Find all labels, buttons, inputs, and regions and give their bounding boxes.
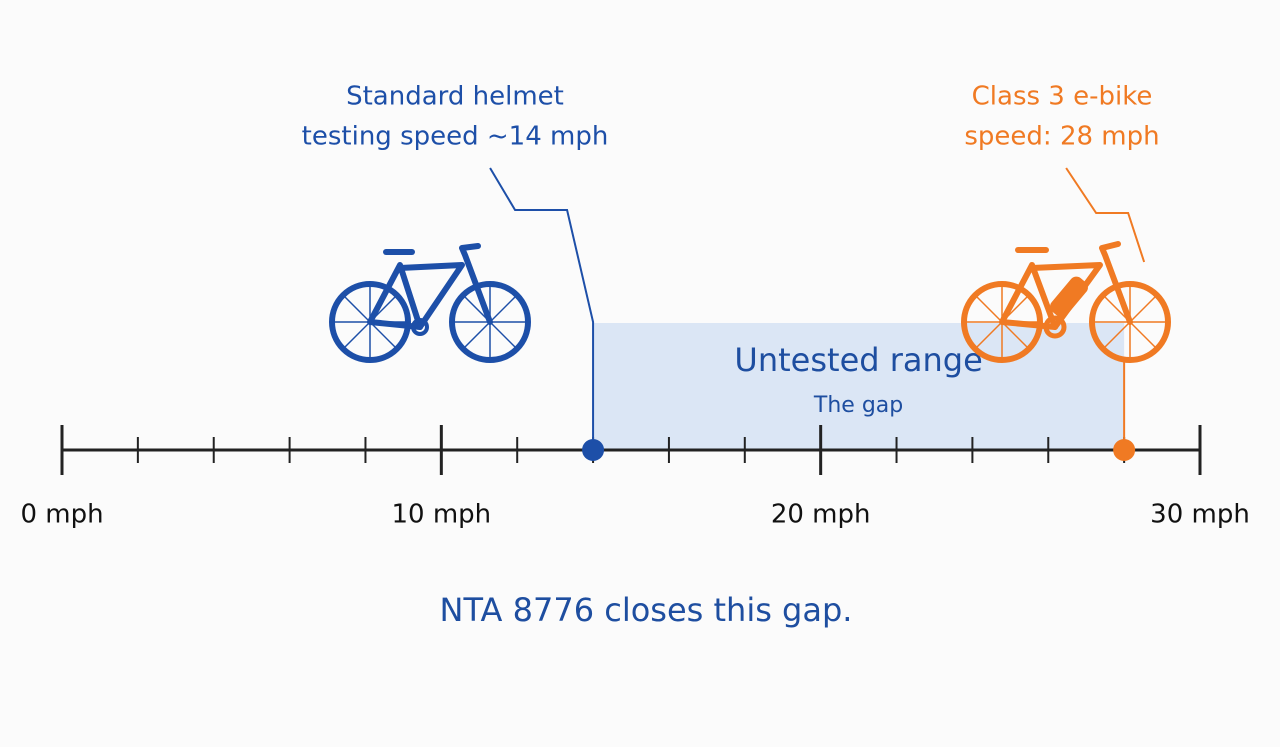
axis-layer: 0 mph 10 mph 20 mph 30 mph Standard helmet te… (20, 82, 1249, 530)
marker-label: speed: 28 mph (964, 122, 1159, 152)
tick-label: 20 mph (771, 500, 871, 530)
gap-layer: Untested range The gap (593, 323, 1125, 450)
marker-label: Class 3 e-bike (972, 82, 1153, 112)
tick-label: 30 mph (1150, 500, 1250, 530)
leader-line (489, 167, 595, 450)
tick-label: 0 mph (20, 500, 103, 530)
tick-label: 10 mph (391, 500, 491, 530)
marker-label: testing speed ~14 mph (302, 122, 609, 152)
bicycle-icon (329, 243, 531, 363)
speed-marker (1113, 439, 1136, 461)
gap-title: Untested range (734, 341, 982, 379)
marker-label: Standard helmet (346, 82, 564, 112)
ebike-icon (961, 241, 1171, 363)
leader-line (1065, 167, 1146, 263)
gap-subtitle: The gap (813, 393, 903, 418)
speed-marker (582, 439, 605, 461)
footer-note: NTA 8776 closes this gap. (440, 591, 853, 629)
